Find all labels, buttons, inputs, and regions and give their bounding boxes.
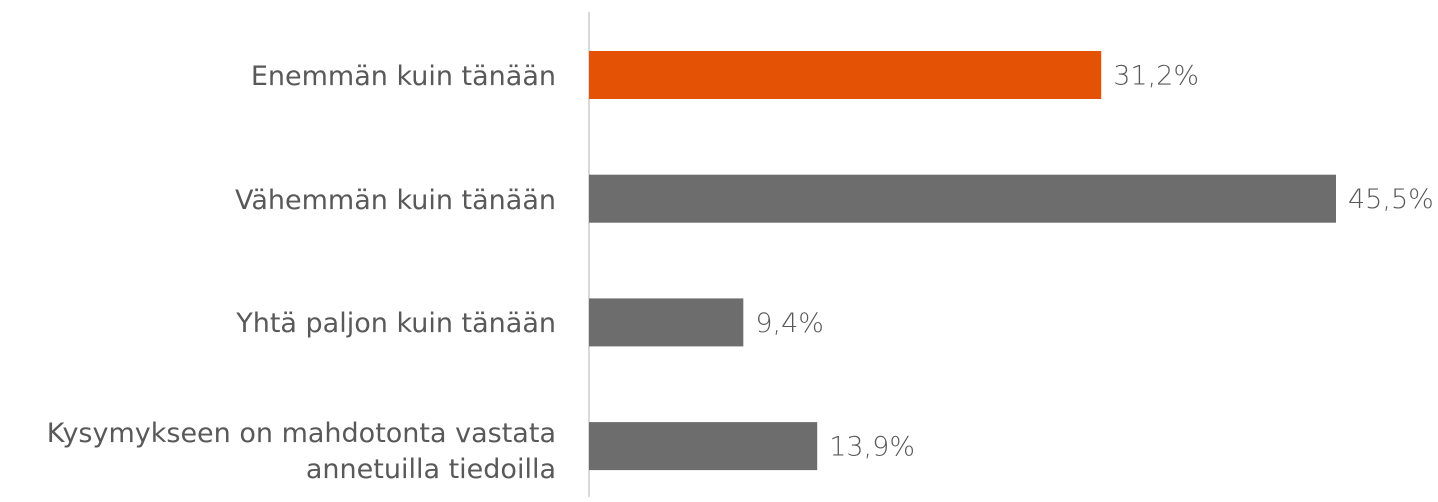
category-label: Kysymykseen on mahdotonta vastata annetu… (46, 418, 556, 486)
bar (589, 298, 744, 347)
value-label: 45,5% (1348, 184, 1434, 215)
bar (589, 51, 1102, 99)
value-label: 31,2% (1113, 61, 1199, 92)
value-label: 13,9% (829, 432, 915, 463)
category-label: Vähemmän kuin tänään (234, 184, 556, 216)
bar (589, 422, 818, 471)
category-label: Enemmän kuin tänään (250, 61, 556, 92)
bar (589, 174, 1336, 223)
category-label: Yhtä paljon kuin tänään (236, 308, 556, 340)
value-label: 9,4% (755, 308, 824, 339)
